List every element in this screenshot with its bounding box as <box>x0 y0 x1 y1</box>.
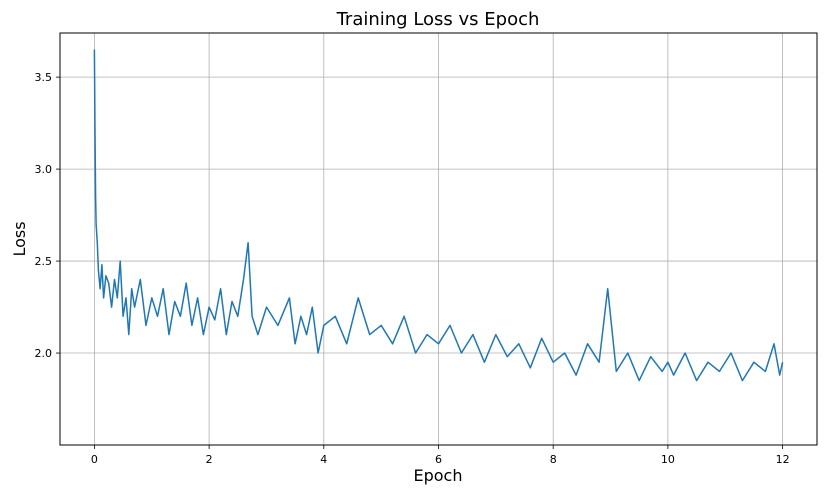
x-tick-label: 0 <box>91 453 98 466</box>
y-tick-label: 3.0 <box>35 163 53 176</box>
chart-title: Training Loss vs Epoch <box>336 9 540 30</box>
x-tick-label: 12 <box>776 453 790 466</box>
y-tick-label: 2.5 <box>35 255 53 268</box>
y-axis-label: Loss <box>10 221 29 256</box>
grid <box>60 33 817 445</box>
x-axis-label: Epoch <box>414 466 463 485</box>
x-axis: 0 2 4 6 8 10 12 <box>91 445 790 466</box>
loss-series-line <box>93 49 784 382</box>
x-tick-label: 8 <box>550 453 557 466</box>
x-tick-label: 10 <box>661 453 675 466</box>
y-tick-label: 3.5 <box>35 71 53 84</box>
x-tick-label: 2 <box>206 453 213 466</box>
y-tick-label: 2.0 <box>35 347 53 360</box>
x-tick-label: 4 <box>320 453 327 466</box>
series-layer <box>93 49 784 382</box>
x-tick-label: 6 <box>435 453 442 466</box>
y-axis: 2.0 2.5 3.0 3.5 <box>35 71 60 360</box>
